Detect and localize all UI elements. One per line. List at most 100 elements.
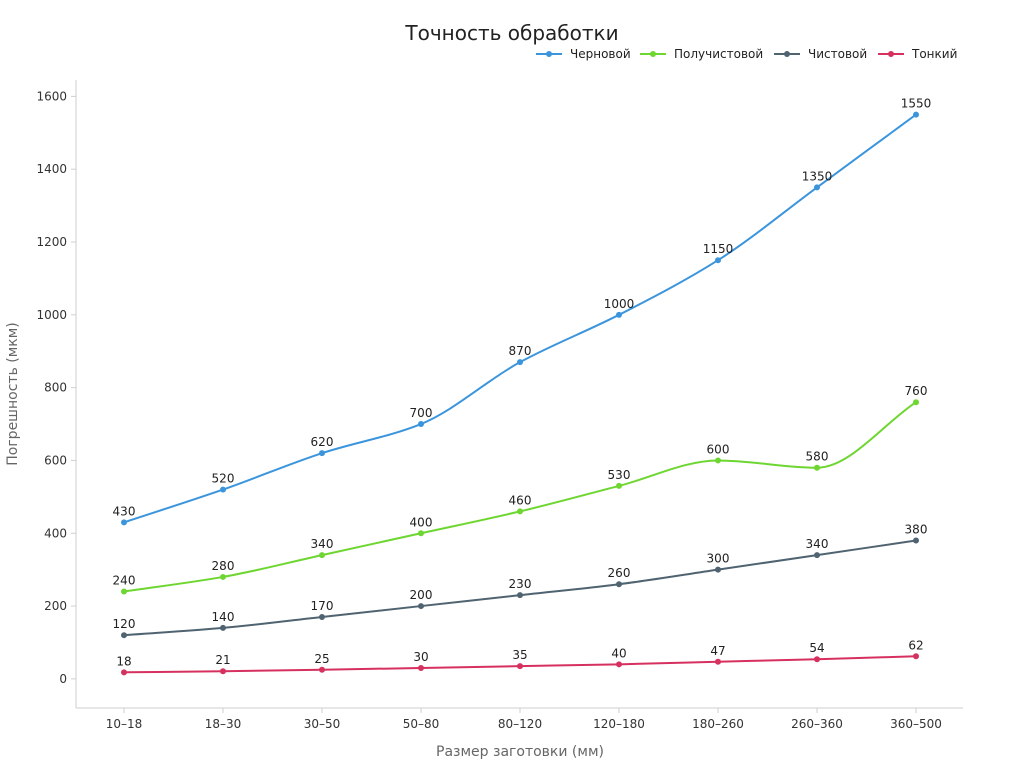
data-label: 47 bbox=[710, 644, 725, 658]
data-label: 240 bbox=[113, 574, 136, 588]
data-label: 620 bbox=[311, 435, 334, 449]
legend[interactable]: Черновой Получистовой Чистовой Тонкий bbox=[536, 47, 957, 61]
data-label: 760 bbox=[905, 384, 928, 398]
data-point[interactable] bbox=[814, 552, 820, 559]
legend-item[interactable]: Тонкий bbox=[878, 47, 957, 61]
series-4[interactable]: 18 21 25 30 35 40 47 54 62 bbox=[116, 638, 924, 676]
data-point[interactable] bbox=[814, 464, 820, 471]
y-tick-label: 200 bbox=[44, 599, 67, 613]
data-point[interactable] bbox=[616, 581, 622, 588]
y-tick-label: 0 bbox=[59, 672, 67, 686]
data-label: 600 bbox=[707, 442, 730, 456]
data-label: 140 bbox=[212, 610, 235, 624]
data-label: 21 bbox=[215, 653, 230, 667]
x-tick-label: 120–180 bbox=[593, 717, 645, 731]
data-point[interactable] bbox=[220, 668, 226, 675]
data-point[interactable] bbox=[913, 111, 919, 118]
data-point[interactable] bbox=[913, 653, 919, 660]
data-label: 430 bbox=[113, 504, 136, 518]
data-label: 340 bbox=[806, 537, 829, 551]
data-point[interactable] bbox=[121, 519, 127, 526]
data-label: 380 bbox=[905, 523, 928, 537]
data-point[interactable] bbox=[814, 656, 820, 663]
series-2[interactable]: 240 280 340 400 460 530 600 580 760 bbox=[113, 384, 928, 595]
legend-label: Черновой bbox=[570, 47, 631, 61]
y-tick-label: 1200 bbox=[36, 235, 67, 249]
y-tick-label: 800 bbox=[44, 381, 67, 395]
data-point[interactable] bbox=[319, 666, 325, 673]
data-point[interactable] bbox=[220, 573, 226, 580]
data-point[interactable] bbox=[418, 421, 424, 428]
data-label: 580 bbox=[806, 450, 829, 464]
data-label: 260 bbox=[608, 566, 631, 580]
data-point[interactable] bbox=[715, 566, 721, 573]
data-point[interactable] bbox=[418, 530, 424, 537]
data-point[interactable] bbox=[715, 658, 721, 665]
data-label: 1000 bbox=[604, 297, 635, 311]
chart-title: Точность обработки bbox=[404, 21, 618, 45]
data-label: 520 bbox=[212, 472, 235, 486]
data-label: 460 bbox=[509, 493, 532, 507]
data-point[interactable] bbox=[319, 450, 325, 457]
data-point[interactable] bbox=[814, 184, 820, 191]
data-label: 340 bbox=[311, 537, 334, 551]
legend-swatch-marker bbox=[650, 51, 656, 57]
data-point[interactable] bbox=[616, 482, 622, 489]
data-point[interactable] bbox=[517, 508, 523, 515]
data-point[interactable] bbox=[715, 257, 721, 264]
series-layer: 430 520 620 700 870 1000 1150 1350 1550 240 280 340… bbox=[113, 97, 932, 676]
data-label: 870 bbox=[509, 344, 532, 358]
series-1[interactable]: 430 520 620 700 870 1000 1150 1350 1550 bbox=[113, 97, 932, 526]
data-point[interactable] bbox=[319, 613, 325, 620]
data-label: 170 bbox=[311, 599, 334, 613]
x-tick-label: 360–500 bbox=[890, 717, 942, 731]
x-tick-label: 260–360 bbox=[791, 717, 843, 731]
data-label: 1150 bbox=[703, 242, 734, 256]
data-point[interactable] bbox=[517, 592, 523, 599]
data-label: 40 bbox=[611, 646, 626, 660]
legend-label: Получистовой bbox=[674, 47, 763, 61]
data-point[interactable] bbox=[715, 457, 721, 464]
data-label: 530 bbox=[608, 468, 631, 482]
data-point[interactable] bbox=[616, 311, 622, 318]
data-point[interactable] bbox=[220, 624, 226, 631]
data-point[interactable] bbox=[517, 663, 523, 670]
data-point[interactable] bbox=[913, 537, 919, 544]
data-label: 230 bbox=[509, 577, 532, 591]
y-axis-ticks: 0 200 400 600 800 1000 1200 1400 1600 bbox=[36, 89, 76, 686]
data-point[interactable] bbox=[913, 399, 919, 406]
data-label: 35 bbox=[512, 648, 527, 662]
data-point[interactable] bbox=[616, 661, 622, 668]
data-point[interactable] bbox=[121, 632, 127, 639]
data-label: 200 bbox=[410, 588, 433, 602]
data-point[interactable] bbox=[517, 359, 523, 366]
series-line[interactable] bbox=[123, 539, 917, 637]
legend-swatch-marker bbox=[784, 51, 790, 57]
y-tick-label: 1000 bbox=[36, 308, 67, 322]
data-point[interactable] bbox=[220, 486, 226, 493]
series-3[interactable]: 120 140 170 200 230 260 300 340 380 bbox=[113, 523, 928, 639]
data-point[interactable] bbox=[121, 588, 127, 595]
data-label: 18 bbox=[116, 654, 131, 668]
data-point[interactable] bbox=[319, 552, 325, 559]
x-tick-label: 30–50 bbox=[304, 717, 341, 731]
data-point[interactable] bbox=[121, 669, 127, 676]
data-point[interactable] bbox=[418, 603, 424, 610]
legend-item[interactable]: Чистовой bbox=[774, 47, 867, 61]
data-label: 280 bbox=[212, 559, 235, 573]
data-point[interactable] bbox=[418, 664, 424, 671]
axes: 0 200 400 600 800 1000 1200 1400 1600 10–18 18–30… bbox=[36, 80, 963, 731]
data-label: 54 bbox=[809, 641, 824, 655]
data-label: 25 bbox=[314, 652, 329, 666]
x-tick-label: 50–80 bbox=[403, 717, 440, 731]
data-label: 1350 bbox=[802, 169, 833, 183]
x-tick-label: 180–260 bbox=[692, 717, 744, 731]
y-tick-label: 600 bbox=[44, 453, 67, 467]
legend-item[interactable]: Черновой bbox=[536, 47, 631, 61]
series-line[interactable] bbox=[123, 113, 917, 524]
legend-swatch-marker bbox=[546, 51, 552, 57]
legend-label: Тонкий bbox=[911, 47, 957, 61]
legend-item[interactable]: Получистовой bbox=[640, 47, 763, 61]
x-axis-label: Размер заготовки (мм) bbox=[436, 744, 604, 760]
